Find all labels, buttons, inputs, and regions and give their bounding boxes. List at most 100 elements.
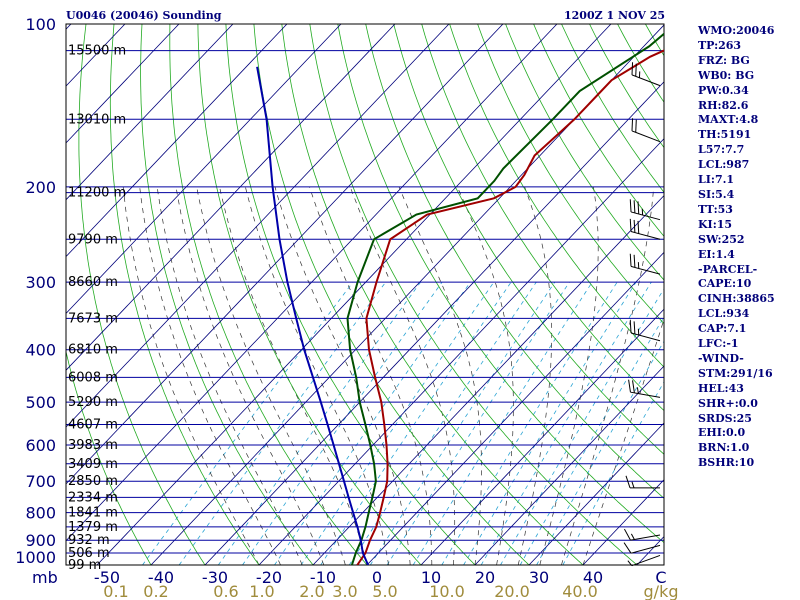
wind-barb-half-flag <box>636 387 639 394</box>
isotherm-line <box>66 24 396 371</box>
index-value: SHR+:0.0 <box>698 396 758 410</box>
isotherm-line <box>420 308 664 565</box>
index-value: LCL:987 <box>698 158 750 172</box>
index-value: BSHR:10 <box>698 456 755 470</box>
pressure-tick-label: 600 <box>25 436 56 455</box>
wind-barb-flag <box>633 200 636 213</box>
wind-barb-flag <box>635 119 637 133</box>
index-value: L57:7.7 <box>698 143 745 157</box>
wind-barb <box>629 253 661 275</box>
height-level-label: 1379 m <box>68 520 118 535</box>
wind-barb <box>623 542 661 554</box>
wind-barb-half-flag <box>631 481 635 488</box>
wind-barb-flag <box>637 201 640 215</box>
height-level-label: 7673 m <box>68 311 118 326</box>
isotherm-line <box>66 24 558 542</box>
height-level-label: 9790 m <box>68 232 118 247</box>
indices-panel: WMO:20046 TP:263 FRZ: BG WB0: BG PW:0.34 RH:8… <box>698 24 798 471</box>
wind-barb-flag <box>633 219 636 233</box>
wind-barb <box>631 118 661 143</box>
moist-adiabat-line <box>245 186 389 565</box>
sounding-profiles <box>256 32 664 565</box>
pressure-tick-label: 500 <box>25 393 56 412</box>
isotherm-line <box>66 24 180 144</box>
isotherm-line <box>258 138 664 565</box>
wind-barb-flag <box>633 254 636 268</box>
index-value: HEL:43 <box>698 381 744 395</box>
moist-adiabat-line <box>139 186 281 565</box>
mixing-ratio-line <box>500 288 664 565</box>
isotherm-line <box>528 422 664 565</box>
temperature-tick-label: 40 <box>583 568 603 587</box>
mixing-ratio-line <box>142 281 354 565</box>
mixing-ratio-line <box>178 281 387 565</box>
mixing-ratio-tick-label: 0.2 <box>143 582 168 600</box>
temperature-tick-label: 0 <box>372 568 382 587</box>
wind-barb-staff <box>631 554 661 567</box>
index-value: LCL:934 <box>698 307 750 321</box>
temperature-tick-label: -30 <box>202 568 228 587</box>
index-value: CAP:7.1 <box>698 322 747 336</box>
mixing-ratio-line <box>441 281 618 565</box>
wind-barb-flag <box>629 253 632 267</box>
index-value: BRN:1.0 <box>698 441 750 455</box>
wind-barb-flag <box>632 380 635 393</box>
wind-barb-flag <box>629 199 632 212</box>
height-level-label: 2850 m <box>68 474 118 489</box>
pressure-tick-label: 1000 <box>15 548 56 567</box>
temperature-unit-label: C <box>655 568 666 587</box>
mixing-ratio-tick-label: 5.0 <box>372 582 397 600</box>
wind-barb-flag <box>629 320 632 333</box>
mixing-ratio-tick-label: 0.1 <box>103 582 128 600</box>
index-value: CAPE:10 <box>698 277 752 291</box>
mixing-ratio-tick-label: 10.0 <box>429 582 465 600</box>
index-value: SRDS:25 <box>698 411 752 425</box>
index-value: WMO:20046 <box>698 24 775 37</box>
wind-barb-flag <box>629 218 632 232</box>
wind-barb-staff <box>630 265 661 275</box>
isotherm-line <box>474 365 664 565</box>
parcel-trace <box>256 66 370 565</box>
wind-barb-flag <box>623 528 631 541</box>
index-value: FRZ: BG <box>698 53 750 67</box>
index-value: EI:1.4 <box>698 247 735 261</box>
wind-barb-flag <box>625 475 631 488</box>
height-level-label: 4607 m <box>68 418 118 433</box>
wind-barb-flag <box>631 118 634 131</box>
index-value: STM:291/16 <box>698 366 773 380</box>
height-level-label: 13010 m <box>68 112 126 127</box>
index-value: CINH:38865 <box>698 292 775 306</box>
height-level-label: 99 m <box>68 558 101 573</box>
wind-barb-staff <box>630 332 661 342</box>
isotherm-line <box>66 24 504 485</box>
height-level-label: 3983 m <box>68 438 118 453</box>
wind-barb-flag <box>637 220 640 234</box>
height-level-label: 5290 m <box>68 395 118 410</box>
isotherm-line <box>66 24 342 315</box>
wind-barb-staff <box>630 534 661 541</box>
height-level-label: 11200 m <box>68 186 126 201</box>
index-value: -PARCEL- <box>698 262 758 276</box>
temperature-profile <box>356 49 664 565</box>
wind-barb <box>627 554 661 567</box>
wind-barb-staff <box>630 231 661 240</box>
mixing-ratio-tick-label: 20.0 <box>494 582 530 600</box>
index-value: -WIND- <box>698 351 744 365</box>
wind-barb <box>625 475 660 489</box>
isotherm-line <box>0 24 17 565</box>
height-level-label: 506 m <box>68 546 110 561</box>
index-value: RH:82.6 <box>698 98 749 112</box>
wind-barb <box>629 218 661 240</box>
isotherm-line <box>66 24 288 258</box>
mixing-ratio-unit-label: g/kg <box>644 582 679 600</box>
temperature-tick-label: -20 <box>256 568 282 587</box>
index-value: SI:5.4 <box>698 187 735 201</box>
isotherm-line <box>66 24 450 428</box>
wind-barb <box>628 379 661 398</box>
chart-datetime: 1200Z 1 NOV 25 <box>564 9 666 22</box>
wind-barb-flag <box>633 321 636 335</box>
wind-barb <box>623 528 661 541</box>
height-level-label: 6810 m <box>68 343 118 358</box>
